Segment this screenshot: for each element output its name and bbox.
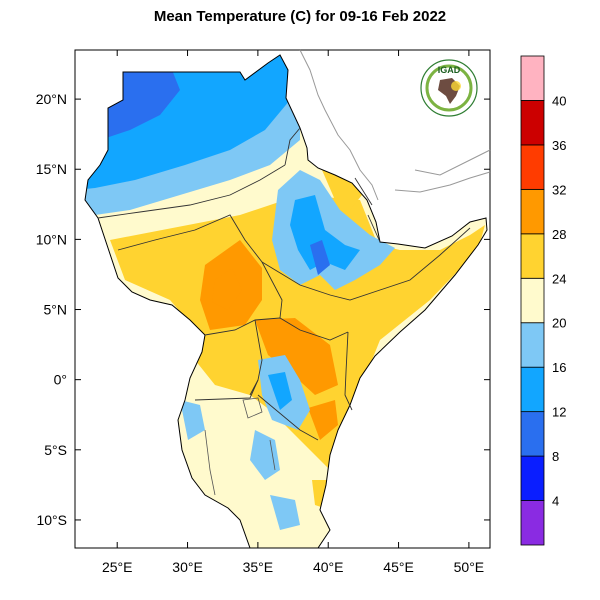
colorbar-level-label: 16 [552, 360, 566, 375]
x-tick-label: 25°E [102, 559, 133, 575]
lakes [204, 397, 276, 496]
colorbar-swatch [520, 411, 545, 457]
y-tick-label: 20°N [36, 91, 67, 107]
colorbar-swatch [520, 366, 545, 413]
y-tick-label: 10°S [36, 512, 67, 528]
colorbar-swatch [520, 144, 545, 190]
igad-logo: IGAD [420, 59, 478, 117]
x-tick-label: 35°E [243, 559, 274, 575]
colorbar-swatch [520, 277, 545, 324]
colorbar-level-label: 40 [552, 93, 566, 108]
colorbar-level-label: 32 [552, 182, 566, 197]
colorbar-level-label: 4 [552, 494, 559, 509]
x-tick-label: 40°E [313, 559, 344, 575]
x-tick-label: 50°E [454, 559, 485, 575]
colorbar-level-label: 20 [552, 316, 566, 331]
colorbar-swatch [520, 188, 545, 235]
colorbar-level-label: 24 [552, 271, 566, 286]
y-tick-label: 0° [54, 372, 67, 388]
y-tick-label: 5°S [44, 442, 67, 458]
country-borders [97, 127, 471, 441]
colorbar-swatch [520, 100, 545, 146]
colorbar-swatch [520, 55, 545, 101]
x-tick-label: 45°E [383, 559, 414, 575]
colorbar-level-label: 8 [552, 449, 559, 464]
colorbar-level-label: 28 [552, 227, 566, 242]
y-tick-label: 10°N [36, 231, 67, 247]
x-tick-label: 30°E [172, 559, 203, 575]
region-outline [84, 54, 488, 549]
colorbar-swatch [520, 322, 545, 368]
colorbar-swatch [520, 500, 545, 546]
x-axis: 25°E 30°E 35°E 40°E 45°E 50°E [102, 50, 484, 575]
colorbar: 4 8 12 16 20 24 28 32 36 40 [520, 55, 566, 546]
colorbar-swatch [520, 233, 545, 279]
y-tick-label: 15°N [36, 161, 67, 177]
colorbar-swatch [520, 455, 545, 501]
colorbar-level-label: 12 [552, 405, 566, 420]
logo-text: IGAD [438, 65, 461, 75]
map-title: Mean Temperature (C) for 09-16 Feb 2022 [153, 8, 447, 25]
colorbar-level-label: 36 [552, 138, 566, 153]
y-axis: 20°N 15°N 10°N 5°N 0° 5°S 10°S [36, 91, 490, 528]
y-tick-label: 5°N [44, 302, 68, 318]
